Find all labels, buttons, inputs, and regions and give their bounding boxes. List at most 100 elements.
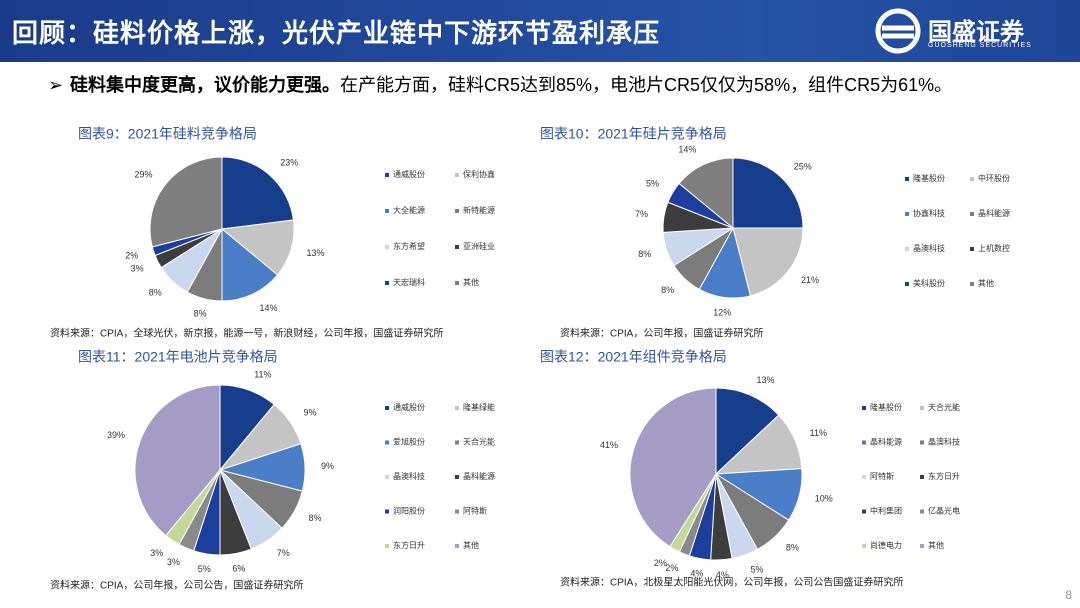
legend-label: 上机数控 bbox=[978, 243, 1010, 253]
legend-marker bbox=[905, 247, 909, 251]
pie-slice bbox=[134, 384, 221, 537]
legend-marker bbox=[385, 245, 389, 249]
pie-slice bbox=[221, 227, 279, 302]
bullet-bold: 硅料集中度更高，议价能力更强。 bbox=[70, 75, 340, 95]
legend-marker bbox=[385, 281, 389, 285]
legend-label: 美科股份 bbox=[913, 278, 945, 288]
legend-label: 保利协鑫 bbox=[463, 169, 495, 179]
legend-marker bbox=[905, 212, 909, 216]
legend-label: 晶澳科技 bbox=[913, 243, 945, 253]
chart-title: 图表11：2021年电池片竞争格局 bbox=[78, 349, 278, 365]
legend-label: 亚洲硅业 bbox=[463, 241, 495, 251]
legend-label: 中环股份 bbox=[978, 173, 1010, 183]
slide-title: 回顾：硅料价格上涨，光伏产业链中下游环节盈利承压 bbox=[12, 18, 661, 48]
data-label: 11% bbox=[254, 369, 271, 379]
legend-label: 其他 bbox=[978, 278, 994, 288]
source: 资料来源：CPIA，全球光伏，新京报，能源一号，新浪财经，公司年报，国盛证券研究… bbox=[50, 327, 443, 340]
data-label: 14% bbox=[259, 303, 277, 313]
legend-marker bbox=[862, 440, 866, 445]
data-label: 3% bbox=[167, 557, 180, 567]
data-label: 8% bbox=[149, 288, 162, 298]
logo-name: 国盛证券 bbox=[928, 19, 1024, 46]
data-label: 3% bbox=[131, 263, 144, 273]
bullet-icon: ➢ bbox=[48, 75, 64, 95]
pie-slice bbox=[629, 387, 717, 548]
legend-marker bbox=[905, 282, 909, 286]
legend-marker bbox=[920, 509, 924, 514]
legend-marker bbox=[455, 509, 459, 514]
legend-marker bbox=[862, 544, 866, 548]
legend-label: 其他 bbox=[463, 277, 479, 287]
pie-slice bbox=[715, 387, 780, 476]
pie-slice bbox=[220, 219, 295, 276]
bullet: ➢ 硅料集中度更高，议价能力更强。在产能方面，硅料CR5达到85%，电池片CR5… bbox=[48, 74, 1008, 96]
legend-label: 其他 bbox=[928, 540, 944, 550]
data-label: 8% bbox=[661, 285, 674, 295]
bullet-text: 在产能方面，硅料CR5达到85%，电池片CR5仅仅为58%，组件CR5为61%。 bbox=[340, 75, 953, 95]
legend-marker bbox=[862, 406, 866, 410]
chart-title: 图表12：2021年组件竞争格局 bbox=[540, 349, 727, 365]
legend-label: 隆基股份 bbox=[913, 173, 945, 183]
data-label: 7% bbox=[635, 209, 648, 219]
legend-marker bbox=[385, 173, 389, 177]
legend-label: 隆基绿能 bbox=[463, 402, 495, 412]
data-label: 13% bbox=[307, 248, 325, 258]
legend-label: 协鑫科技 bbox=[913, 208, 945, 218]
data-label: 21% bbox=[801, 275, 819, 285]
legend-label: 爱旭股份 bbox=[393, 437, 425, 447]
data-label: 5% bbox=[198, 564, 211, 574]
legend-label: 阿特斯 bbox=[870, 471, 894, 481]
data-label: 12% bbox=[713, 308, 731, 318]
legend-label: 晶科能源 bbox=[978, 208, 1010, 218]
data-label: 5% bbox=[646, 179, 659, 189]
data-label: 5% bbox=[751, 564, 764, 574]
page-number: 8 bbox=[1065, 588, 1072, 602]
legend-label: 通威股份 bbox=[393, 169, 425, 179]
logo-icon bbox=[875, 8, 921, 54]
logo-sub: GUOSHENG SECURITIES bbox=[928, 42, 1032, 49]
data-label: 6% bbox=[232, 564, 245, 574]
legend-marker bbox=[970, 212, 974, 216]
data-label: 9% bbox=[304, 408, 317, 418]
chart-title: 图表10：2021年硅片竞争格局 bbox=[540, 126, 727, 142]
data-label: 2% bbox=[654, 558, 667, 568]
legend-marker bbox=[455, 440, 459, 445]
legend-marker bbox=[455, 475, 459, 479]
legend-label: 天宏瑞科 bbox=[393, 277, 425, 287]
legend-marker bbox=[970, 282, 974, 286]
legend-marker bbox=[385, 209, 389, 213]
data-label: 4% bbox=[690, 569, 703, 579]
pie-slice bbox=[221, 156, 294, 230]
legend-label: 中利集团 bbox=[870, 506, 902, 516]
legend-marker bbox=[455, 209, 459, 213]
legend-marker bbox=[385, 406, 389, 410]
legend-marker bbox=[455, 173, 459, 177]
legend-label: 天合光能 bbox=[463, 437, 495, 447]
pie-slice bbox=[732, 227, 804, 297]
data-label: 23% bbox=[280, 157, 298, 167]
legend-marker bbox=[970, 247, 974, 251]
data-label: 8% bbox=[638, 249, 651, 259]
legend-marker bbox=[970, 177, 974, 181]
data-label: 8% bbox=[194, 309, 207, 319]
legend-marker bbox=[862, 509, 866, 514]
legend-label: 阿特斯 bbox=[463, 506, 487, 516]
pie-slice bbox=[149, 156, 223, 248]
pie-slice bbox=[678, 157, 734, 230]
data-label: 9% bbox=[321, 461, 334, 471]
legend-label: 东方日升 bbox=[393, 540, 425, 550]
legend-label: 其他 bbox=[463, 540, 479, 550]
legend-label: 新特能源 bbox=[463, 205, 495, 215]
data-label: 10% bbox=[815, 494, 833, 504]
legend-label: 晶科能源 bbox=[463, 471, 495, 481]
legend-label: 晶科能源 bbox=[870, 437, 902, 447]
pie-slice bbox=[732, 157, 804, 229]
legend-marker bbox=[455, 544, 459, 548]
legend-marker bbox=[385, 509, 389, 514]
data-label: 8% bbox=[309, 513, 322, 523]
data-label: 14% bbox=[678, 145, 696, 155]
header-bar: 回顾：硅料价格上涨，光伏产业链中下游环节盈利承压 国盛证券 GUOSHENG S… bbox=[0, 0, 1080, 62]
legend-marker bbox=[385, 544, 389, 548]
legend-label: 晶澳科技 bbox=[393, 471, 425, 481]
legend-label: 天合光能 bbox=[928, 402, 960, 412]
